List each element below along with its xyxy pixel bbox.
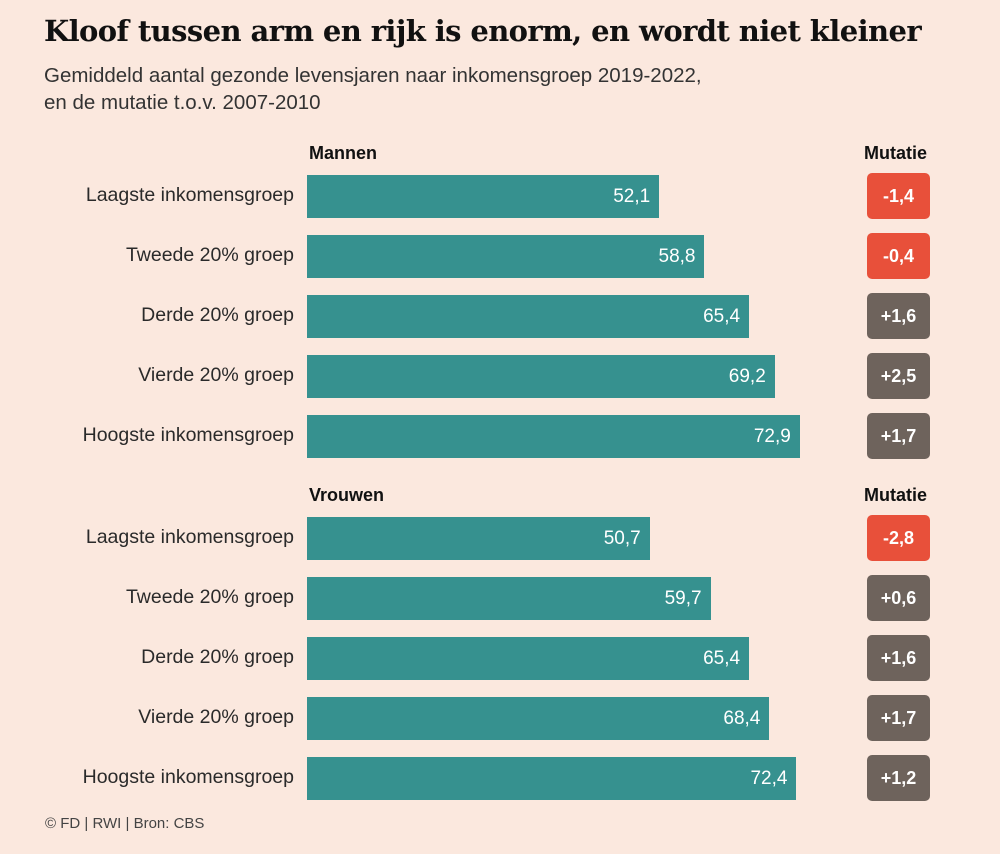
mutation-badge-positive: +1,6: [867, 635, 930, 681]
subtitle-line-1: Gemiddeld aantal gezonde levensjaren naa…: [44, 64, 702, 87]
category-label: Laagste inkomensgroep: [85, 184, 294, 206]
mutation-badge-positive: +0,6: [867, 575, 930, 621]
bar-value-label: 59,7: [664, 588, 702, 609]
bar: 50,7: [307, 517, 650, 560]
source-footer: © FD | RWI | Bron: CBS: [45, 815, 205, 832]
category-label: Tweede 20% groep: [125, 586, 294, 608]
bar: 59,7: [307, 577, 711, 620]
bar: 65,4: [307, 637, 750, 680]
bar: 58,8: [307, 235, 705, 278]
bar-value-label: 69,2: [728, 366, 766, 387]
mutation-badge-positive: +1,2: [867, 755, 930, 801]
bar-value-label: 58,8: [658, 246, 696, 267]
category-label: Derde 20% groep: [141, 304, 294, 326]
bar-value-label: 65,4: [703, 648, 741, 669]
mutation-header: Mutatie: [864, 143, 927, 163]
mutation-badge-positive: +2,5: [867, 353, 930, 399]
bar-value-label: 50,7: [603, 528, 641, 549]
bar: 72,9: [307, 415, 800, 458]
category-label: Hoogste inkomensgroep: [82, 766, 294, 788]
mutation-badge-positive: +1,6: [867, 293, 930, 339]
mutation-badge-negative: -0,4: [867, 233, 930, 279]
mutation-badge-negative: -2,8: [867, 515, 930, 561]
bar-value-label: 72,4: [750, 768, 788, 789]
bar: 65,4: [307, 295, 750, 338]
chart-subtitle: Gemiddeld aantal gezonde levensjaren naa…: [44, 62, 702, 116]
category-label: Vierde 20% groep: [138, 364, 294, 386]
category-label: Laagste inkomensgroep: [85, 526, 294, 548]
subtitle-line-2: en de mutatie t.o.v. 2007-2010: [44, 91, 321, 114]
category-label: Hoogste inkomensgroep: [82, 424, 294, 446]
mutation-badge-negative: -1,4: [867, 173, 930, 219]
category-label: Derde 20% groep: [141, 646, 294, 668]
group-label-vrouwen: Vrouwen: [309, 485, 385, 505]
bar: 68,4: [307, 697, 770, 740]
bar: 72,4: [307, 757, 797, 800]
mutation-header: Mutatie: [864, 485, 927, 505]
bar-value-label: 68,4: [723, 708, 761, 729]
category-label: Vierde 20% groep: [138, 706, 294, 728]
category-label: Tweede 20% groep: [125, 244, 294, 266]
mutation-badge-positive: +1,7: [867, 695, 930, 741]
bar-value-label: 65,4: [703, 306, 741, 327]
chart-title: Kloof tussen arm en rijk is enorm, en wo…: [44, 14, 922, 48]
group-label-mannen: Mannen: [309, 143, 378, 163]
mutation-badge-positive: +1,7: [867, 413, 930, 459]
bar: 69,2: [307, 355, 775, 398]
bar-value-label: 52,1: [613, 186, 651, 207]
bar-value-label: 72,9: [753, 426, 791, 447]
bar: 52,1: [307, 175, 660, 218]
